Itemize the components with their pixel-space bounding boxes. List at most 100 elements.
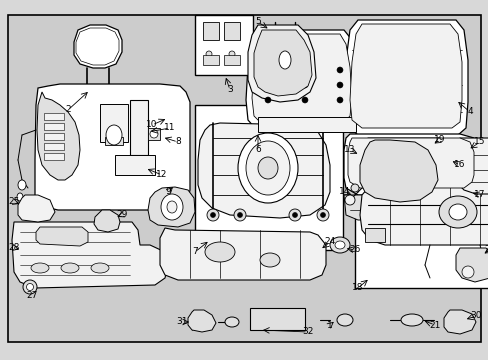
Ellipse shape — [228, 51, 235, 57]
Polygon shape — [160, 228, 325, 280]
Text: 32: 32 — [302, 328, 313, 337]
Text: 29: 29 — [116, 211, 127, 220]
Text: 15: 15 — [473, 138, 485, 147]
Ellipse shape — [320, 212, 325, 217]
Text: 4: 4 — [466, 108, 472, 117]
Text: 27: 27 — [26, 292, 38, 301]
Ellipse shape — [237, 212, 242, 217]
Text: 2: 2 — [65, 105, 71, 114]
Ellipse shape — [234, 209, 245, 221]
Ellipse shape — [329, 237, 349, 253]
Ellipse shape — [204, 242, 235, 262]
Bar — [44, 123, 64, 130]
Text: 30: 30 — [469, 311, 481, 320]
Polygon shape — [343, 195, 477, 220]
Ellipse shape — [17, 193, 23, 201]
Ellipse shape — [167, 201, 177, 213]
Polygon shape — [247, 25, 315, 102]
Text: 13: 13 — [344, 145, 355, 154]
Text: 17: 17 — [473, 190, 485, 199]
Ellipse shape — [334, 241, 345, 249]
Ellipse shape — [461, 266, 473, 278]
Bar — [100, 104, 128, 142]
Bar — [195, 15, 252, 75]
Polygon shape — [455, 248, 488, 282]
Ellipse shape — [302, 67, 307, 73]
Text: 31: 31 — [176, 318, 187, 327]
Polygon shape — [359, 140, 437, 202]
Polygon shape — [18, 195, 55, 222]
Polygon shape — [251, 34, 351, 125]
Text: 16: 16 — [453, 161, 465, 170]
Bar — [44, 143, 64, 150]
Polygon shape — [349, 24, 461, 128]
Bar — [130, 100, 148, 155]
Ellipse shape — [205, 51, 212, 57]
Bar — [44, 153, 64, 160]
Ellipse shape — [31, 263, 49, 273]
Ellipse shape — [336, 97, 342, 103]
Text: 1: 1 — [326, 320, 332, 329]
Bar — [354, 176, 488, 288]
Polygon shape — [347, 138, 473, 188]
Polygon shape — [343, 20, 467, 135]
Text: 24: 24 — [324, 238, 335, 247]
Bar — [44, 133, 64, 140]
Bar — [364, 228, 384, 242]
Text: 7: 7 — [192, 248, 198, 256]
Ellipse shape — [302, 97, 307, 103]
Ellipse shape — [238, 133, 297, 203]
Ellipse shape — [106, 125, 122, 145]
Ellipse shape — [18, 180, 26, 190]
Ellipse shape — [258, 157, 278, 179]
Ellipse shape — [336, 82, 342, 88]
Ellipse shape — [150, 130, 158, 138]
Text: 22: 22 — [484, 246, 488, 255]
Ellipse shape — [400, 314, 422, 326]
Ellipse shape — [302, 82, 307, 88]
Text: 26: 26 — [348, 246, 360, 255]
Bar — [44, 113, 64, 120]
Polygon shape — [12, 222, 168, 288]
Ellipse shape — [245, 141, 289, 195]
Ellipse shape — [292, 212, 297, 217]
Text: 6: 6 — [255, 145, 260, 154]
Polygon shape — [36, 227, 88, 246]
Text: 25: 25 — [8, 198, 20, 207]
Ellipse shape — [345, 195, 354, 205]
Bar — [258, 117, 355, 132]
Text: 10: 10 — [146, 121, 158, 130]
Text: 14: 14 — [339, 188, 350, 197]
Ellipse shape — [260, 253, 280, 267]
Ellipse shape — [264, 97, 270, 103]
Ellipse shape — [26, 284, 34, 291]
Polygon shape — [359, 138, 457, 184]
Polygon shape — [245, 30, 357, 132]
Polygon shape — [443, 310, 475, 334]
Ellipse shape — [206, 209, 219, 221]
Polygon shape — [74, 25, 122, 68]
Bar — [148, 128, 160, 140]
Polygon shape — [359, 184, 488, 245]
Bar — [105, 137, 123, 145]
Bar — [203, 55, 219, 65]
Text: 21: 21 — [428, 320, 440, 329]
Ellipse shape — [448, 204, 466, 220]
Text: 8: 8 — [175, 138, 181, 147]
Ellipse shape — [438, 196, 476, 228]
Text: 28: 28 — [8, 243, 20, 252]
Ellipse shape — [336, 67, 342, 73]
Bar — [224, 55, 240, 65]
Ellipse shape — [210, 212, 215, 217]
Text: 9: 9 — [165, 188, 170, 197]
Polygon shape — [94, 210, 120, 232]
Polygon shape — [198, 123, 329, 218]
Polygon shape — [187, 310, 216, 332]
Text: 18: 18 — [351, 284, 363, 292]
Ellipse shape — [264, 67, 270, 73]
Bar — [203, 22, 219, 40]
Polygon shape — [253, 30, 311, 96]
Ellipse shape — [264, 82, 270, 88]
Polygon shape — [453, 138, 488, 194]
Ellipse shape — [316, 209, 328, 221]
